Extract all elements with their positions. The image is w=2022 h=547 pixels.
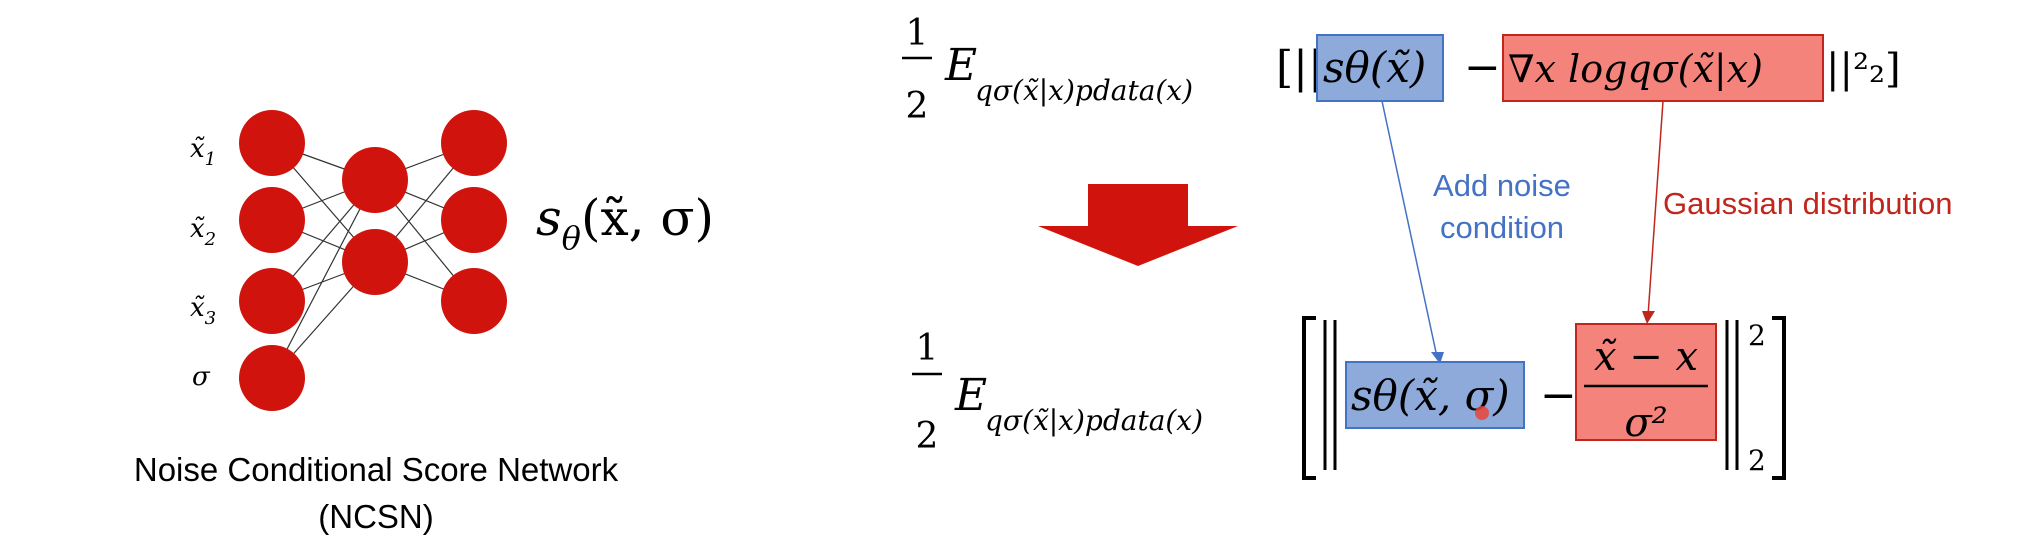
- bottom-equation: 1 2 E qσ(x̃|x)pdata(x) sθ(x̃, σ) − x̃ − …: [912, 316, 1786, 480]
- bottom-right-bracket: [1772, 316, 1786, 480]
- cursor-marker: [1475, 406, 1489, 420]
- bottom-left-bracket: [1302, 316, 1316, 480]
- top-score-term: sθ(x̃): [1323, 43, 1426, 92]
- transform-arrow: [1038, 184, 1238, 266]
- top-gradient-term: ∇x logqσ(x̃|x): [1508, 47, 1763, 91]
- top-gradient-box: [1502, 34, 1824, 102]
- hidden-node-2: [342, 229, 408, 295]
- hidden-node-1: [342, 147, 408, 213]
- bottom-fraction-box: [1575, 323, 1717, 441]
- top-score-box: [1316, 34, 1444, 102]
- blue-annotation-line: [1381, 100, 1438, 358]
- input-label-x1: x̃1: [190, 134, 216, 170]
- input-node-2: [239, 187, 305, 253]
- top-open-bracket: [||: [1276, 42, 1323, 93]
- top-half-numerator: 1: [906, 13, 929, 54]
- network-caption-line1: Noise Conditional Score Network: [134, 451, 619, 488]
- top-half-denominator: 2: [906, 86, 929, 127]
- input-node-4: [239, 345, 305, 411]
- bottom-half-numerator: 1: [916, 328, 939, 369]
- bottom-norm-superscript: 2: [1748, 319, 1766, 352]
- input-label-x2: x̃2: [190, 214, 216, 250]
- red-annotation-arrowhead: [1642, 311, 1655, 324]
- top-expectation-subscript: qσ(x̃|x)pdata(x): [975, 74, 1193, 107]
- top-equation: 1 2 E qσ(x̃|x)pdata(x) [|| sθ(x̃) − ∇x l…: [902, 13, 1901, 127]
- red-annotation-label: Gaussian distribution: [1663, 186, 1953, 221]
- bottom-fraction-denominator: σ²: [1624, 400, 1667, 446]
- bottom-minus: −: [1540, 370, 1577, 421]
- network-nodes: [239, 110, 507, 411]
- input-node-1: [239, 110, 305, 176]
- top-minus: −: [1464, 42, 1501, 93]
- input-label-sigma: σ: [192, 362, 211, 392]
- blue-annotation-label-line1: Add noise: [1433, 168, 1571, 203]
- bottom-norm-subscript: 2: [1748, 444, 1766, 477]
- input-node-3: [239, 268, 305, 334]
- bottom-fraction-numerator: x̃ − x: [1594, 334, 1698, 380]
- output-node-2: [441, 187, 507, 253]
- bottom-score-box: [1345, 361, 1525, 429]
- input-label-x3: x̃3: [190, 293, 216, 329]
- bottom-half-denominator: 2: [916, 416, 939, 457]
- network-edge: [271, 179, 376, 379]
- output-node-3: [441, 268, 507, 334]
- network-output-label: sθ(x̃, σ): [536, 189, 714, 257]
- bottom-expectation: E: [954, 370, 987, 421]
- network-caption-line2: (NCSN): [318, 498, 433, 535]
- input-labels: x̃1 x̃2 x̃3 σ: [190, 134, 216, 392]
- output-node-1: [441, 110, 507, 176]
- red-annotation-line: [1647, 100, 1664, 317]
- blue-annotation-label-line2: condition: [1440, 210, 1564, 245]
- top-expectation: E: [944, 40, 977, 91]
- bottom-expectation-subscript: qσ(x̃|x)pdata(x): [985, 404, 1203, 437]
- top-close-bracket: ||²₂]: [1826, 46, 1901, 92]
